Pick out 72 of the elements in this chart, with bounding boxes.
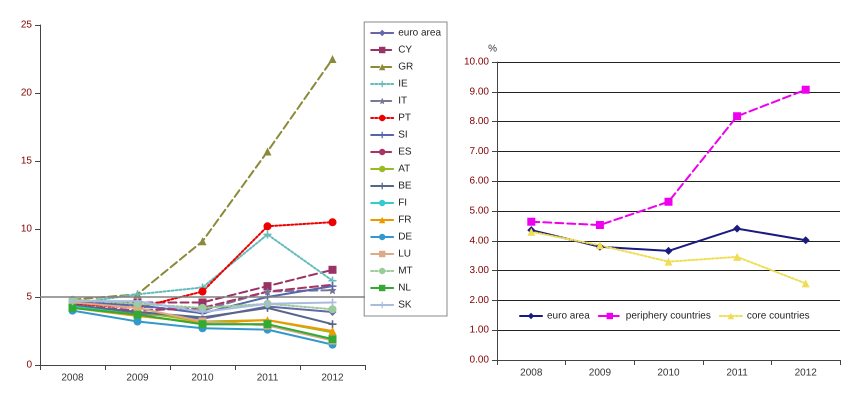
point [328,266,336,274]
y-tick-label: 1.00 [470,324,490,336]
x-tick-label: 2010 [657,368,680,378]
legend-label: PT [398,112,411,124]
y-tick-label: 20 [20,88,32,98]
y-tick-label: 0 [26,360,32,370]
y-tick-label: 0.00 [470,354,490,366]
point [328,305,336,314]
point [264,147,272,156]
legend-label: SK [398,300,412,310]
x-tick-label: 2008 [520,368,543,378]
point [802,279,810,288]
point [328,298,336,306]
legend-label: periphery countries [626,310,711,322]
legend-label: core countries [746,310,810,322]
y-tick-label: 5.00 [470,206,490,216]
point [198,288,206,296]
legend-label: BE [398,180,412,192]
legend-label: DE [398,232,412,242]
point [328,320,336,328]
point [802,86,810,94]
legend-label: FR [398,214,412,226]
point [664,258,672,266]
legend-label: MT [398,266,413,276]
point [264,230,272,238]
x-tick-label: 2011 [726,368,748,378]
y-axis-title: % [488,44,498,54]
point [328,218,336,226]
x-tick-label: 2009 [126,372,150,384]
y-tick-label: 4.00 [470,235,490,246]
y-tick-label: 3.00 [470,265,490,276]
point [264,282,272,290]
point [264,222,272,230]
point [802,236,810,244]
point [527,218,536,226]
point [328,55,336,63]
legend-label: NL [398,282,412,294]
y-tick-label: 8.00 [470,116,490,128]
legend-label: IE [398,78,408,90]
legend-label: euro area [547,310,590,322]
y-tick-label: 10 [20,224,32,234]
y-tick-label: 9.00 [470,86,490,98]
x-tick-label: 2012 [794,368,818,378]
legend-label: LU [398,248,411,260]
x-tick-label: 2010 [191,372,214,384]
x-tick-label: 2012 [321,372,344,384]
legend-label: SI [398,130,408,140]
legend-label: euro area [398,28,442,38]
y-tick-label: 10.00 [464,56,490,68]
legend-label: GR [398,62,414,72]
legend-label: ES [398,146,412,158]
point [596,221,604,230]
x-tick-label: 2011 [256,372,279,384]
y-tick-label: 25 [20,20,32,30]
point [664,198,672,206]
y-tick-label: 2.00 [470,294,490,306]
point [328,282,336,290]
y-tick-label: 7.00 [470,146,490,157]
point [733,224,742,233]
x-tick-label: 2008 [61,372,84,384]
legend-label: CY [398,44,412,56]
y-tick-label: 6.00 [470,176,490,187]
point [664,246,672,255]
legend-label: IT [398,96,408,106]
point [198,237,206,246]
x-tick-label: 2009 [588,368,612,378]
y-tick-label: 5 [26,292,32,302]
legend-label: AT [398,164,410,174]
y-tick-label: 15 [20,156,32,166]
legend-label: FI [398,198,408,208]
point [733,252,742,261]
point [733,112,742,120]
